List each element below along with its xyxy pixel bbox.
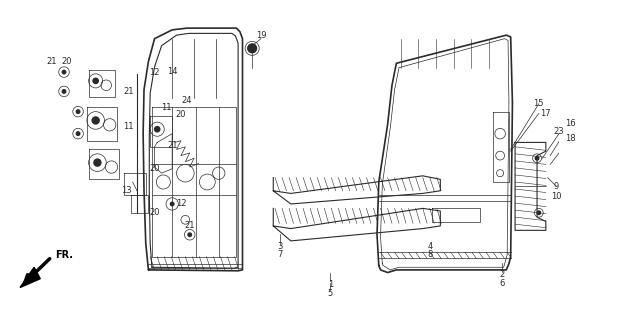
Text: 21: 21 (123, 87, 133, 96)
Text: 5: 5 (328, 289, 333, 298)
Circle shape (154, 127, 160, 132)
Text: 8: 8 (427, 251, 432, 260)
Text: 12: 12 (149, 68, 160, 76)
Text: 15: 15 (533, 99, 544, 108)
Text: 20: 20 (149, 164, 160, 173)
Text: 16: 16 (565, 119, 576, 128)
Text: 20: 20 (176, 110, 186, 119)
Text: 24: 24 (182, 96, 192, 105)
Text: 14: 14 (167, 67, 177, 76)
Text: 19: 19 (256, 31, 266, 40)
Circle shape (76, 110, 80, 113)
Text: 21: 21 (46, 57, 57, 66)
Text: 2: 2 (499, 270, 504, 279)
Text: 11: 11 (123, 122, 133, 131)
Circle shape (535, 156, 539, 160)
Text: 18: 18 (565, 133, 576, 142)
Text: 4: 4 (427, 242, 432, 251)
Circle shape (92, 117, 99, 124)
Text: 11: 11 (161, 103, 171, 112)
Circle shape (76, 132, 80, 135)
Text: 1: 1 (328, 280, 333, 289)
Text: 7: 7 (277, 251, 283, 260)
Text: 20: 20 (149, 208, 160, 217)
Text: 23: 23 (554, 127, 565, 136)
Text: 3: 3 (277, 242, 283, 251)
Circle shape (170, 202, 174, 206)
Circle shape (248, 44, 257, 53)
Circle shape (537, 211, 540, 214)
Text: 12: 12 (176, 199, 186, 208)
Polygon shape (20, 267, 40, 287)
Circle shape (93, 78, 98, 84)
Text: 20: 20 (62, 57, 72, 66)
Text: 21: 21 (167, 140, 177, 149)
Text: 13: 13 (121, 186, 131, 195)
Text: 9: 9 (554, 182, 559, 191)
Text: 6: 6 (499, 279, 505, 288)
Circle shape (62, 70, 66, 74)
Circle shape (188, 233, 192, 236)
Text: FR.: FR. (55, 250, 73, 260)
Text: 17: 17 (540, 109, 551, 118)
Circle shape (94, 159, 101, 166)
Text: 10: 10 (551, 192, 561, 201)
Text: 21: 21 (185, 221, 195, 230)
Circle shape (62, 90, 66, 93)
